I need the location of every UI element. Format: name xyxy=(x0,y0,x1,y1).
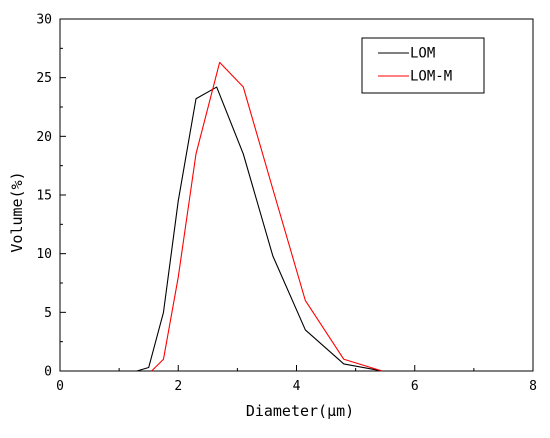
x-tick-label: 4 xyxy=(293,379,301,394)
series-layer xyxy=(136,61,383,372)
y-tick-label: 25 xyxy=(36,71,52,86)
legend-label-lom: LOM xyxy=(410,46,435,62)
series-line-lom-m xyxy=(151,61,383,372)
y-tick-label: 10 xyxy=(36,247,52,262)
x-tick-label: 8 xyxy=(529,379,537,394)
x-tick-label: 6 xyxy=(411,379,419,394)
axes-layer: 0 2 4 6 8 0 5 10 15 20 25 30 xyxy=(36,13,537,395)
y-tick-label: 15 xyxy=(36,189,52,204)
y-tick-label: 5 xyxy=(44,306,52,321)
x-tick-label: 2 xyxy=(174,379,182,394)
y-tick-label: 20 xyxy=(36,130,52,145)
x-axis-label: Diameter(μm) xyxy=(246,402,354,420)
y-axis-label: Volume(%) xyxy=(8,171,26,252)
x-tick-label: 0 xyxy=(56,379,64,394)
legend-box xyxy=(361,37,485,94)
series-line-lom xyxy=(136,86,383,372)
y-tick-label: 30 xyxy=(36,13,52,28)
legend: LOM LOM-M xyxy=(361,37,485,94)
y-tick-label: 0 xyxy=(44,365,52,380)
legend-label-lom-m: LOM-M xyxy=(410,69,452,85)
